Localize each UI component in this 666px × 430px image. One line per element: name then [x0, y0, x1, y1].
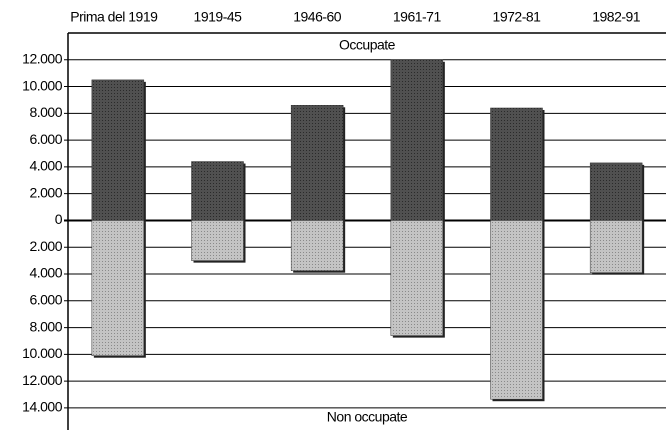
- bar: [589, 220, 643, 273]
- x-tick-label: 1982-91: [592, 9, 641, 25]
- y-tick-label: 14.000: [22, 399, 63, 415]
- bar: [589, 162, 643, 221]
- y-tick-label: 6.000: [29, 291, 62, 307]
- y-tick-label: 10.000: [22, 345, 63, 361]
- x-tick-label: 1961-71: [393, 9, 442, 25]
- y-tick-label: 10.000: [22, 77, 63, 93]
- y-tick-label: 12.000: [22, 50, 63, 66]
- bar: [91, 220, 145, 356]
- bar: [290, 220, 344, 271]
- y-tick-label: 12.000: [22, 372, 63, 388]
- x-tick-label: 1972-81: [493, 9, 542, 25]
- x-tick-label: Prima del 1919: [70, 9, 158, 25]
- bar: [490, 107, 543, 221]
- bar: [390, 220, 444, 336]
- y-tick-label: 4.000: [29, 158, 62, 174]
- y-tick-label: 2.000: [29, 184, 62, 200]
- label-bg: [322, 36, 412, 56]
- bar: [191, 161, 244, 221]
- x-tick-label: 1946-60: [293, 9, 342, 25]
- bar: [390, 59, 444, 221]
- y-tick-label: 8.000: [29, 104, 62, 120]
- series-label: Non occupate: [327, 409, 408, 425]
- y-tick-label: 0: [55, 211, 63, 227]
- bar: [290, 105, 344, 221]
- series-label: Occupate: [339, 37, 396, 53]
- label-bg: [312, 409, 422, 429]
- bar: [91, 79, 145, 221]
- y-tick-label: 8.000: [29, 318, 62, 334]
- bar: [191, 220, 244, 261]
- x-tick-label: 1919-45: [194, 9, 243, 25]
- bar: [490, 220, 543, 400]
- y-tick-label: 6.000: [29, 131, 62, 147]
- y-tick-label: 2.000: [29, 238, 62, 254]
- y-tick-label: 4.000: [29, 265, 62, 281]
